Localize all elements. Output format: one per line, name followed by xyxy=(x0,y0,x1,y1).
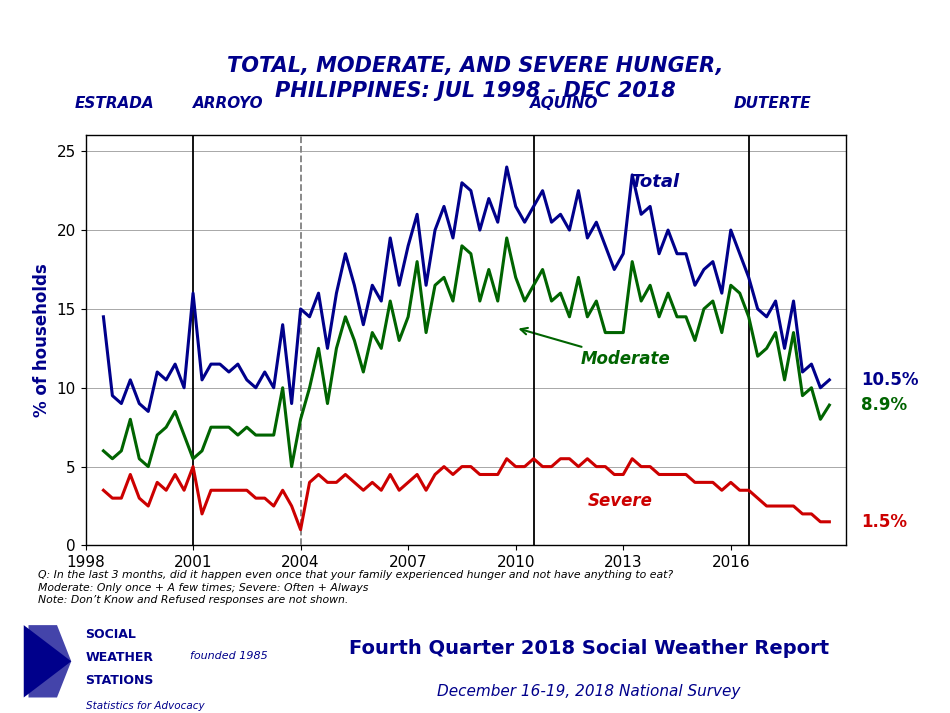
Text: 10.5%: 10.5% xyxy=(861,371,919,389)
Text: 8.9%: 8.9% xyxy=(861,396,907,414)
Text: Q: In the last 3 months, did it happen even once that your family experienced hu: Q: In the last 3 months, did it happen e… xyxy=(38,570,674,580)
Text: founded 1985: founded 1985 xyxy=(190,651,268,661)
Text: Moderate: Moderate xyxy=(521,328,670,369)
Text: STATIONS: STATIONS xyxy=(86,674,154,687)
Text: Moderate: Only once + A few times; Severe: Often + Always: Moderate: Only once + A few times; Sever… xyxy=(38,583,369,593)
Text: 1.5%: 1.5% xyxy=(861,513,906,530)
Text: Fourth Quarter 2018 Social Weather Report: Fourth Quarter 2018 Social Weather Repor… xyxy=(349,639,829,657)
Text: SOCIAL: SOCIAL xyxy=(86,628,137,641)
Text: Severe: Severe xyxy=(587,492,653,510)
Y-axis label: % of households: % of households xyxy=(33,264,51,417)
Text: TOTAL, MODERATE, AND SEVERE HUNGER,: TOTAL, MODERATE, AND SEVERE HUNGER, xyxy=(227,56,723,76)
Text: DUTERTE: DUTERTE xyxy=(733,96,811,111)
Polygon shape xyxy=(28,625,71,697)
Text: Note: Don’t Know and Refused responses are not shown.: Note: Don’t Know and Refused responses a… xyxy=(38,595,349,605)
Text: PHILIPPINES: JUL 1998 - DEC 2018: PHILIPPINES: JUL 1998 - DEC 2018 xyxy=(275,81,675,101)
Text: WEATHER: WEATHER xyxy=(86,651,154,664)
Text: December 16-19, 2018 National Survey: December 16-19, 2018 National Survey xyxy=(437,684,741,699)
Polygon shape xyxy=(24,625,71,697)
Text: ESTRADA: ESTRADA xyxy=(75,96,155,111)
Text: Statistics for Advocacy: Statistics for Advocacy xyxy=(86,701,204,711)
Text: ARROYO: ARROYO xyxy=(193,96,263,111)
Text: AQUINO: AQUINO xyxy=(530,96,598,111)
Text: Total: Total xyxy=(631,173,679,190)
